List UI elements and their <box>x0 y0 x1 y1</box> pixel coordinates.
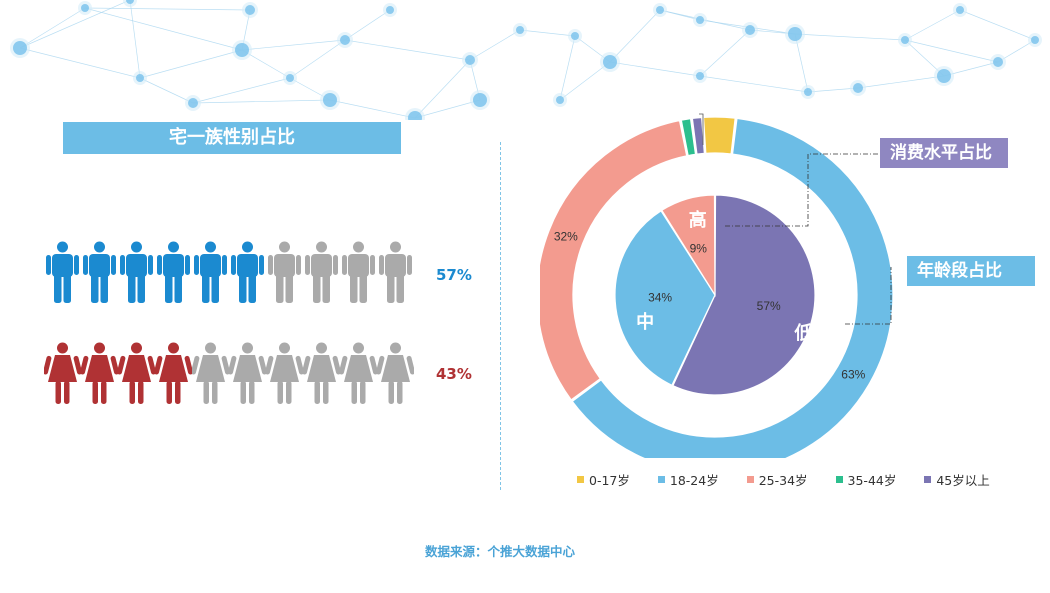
male-person-icon <box>83 241 116 303</box>
age-label-4: 1% <box>649 108 667 110</box>
consumption-level-tag: 消费水平占比 <box>880 138 1008 168</box>
legend-item-4: 35-44岁 <box>835 470 897 489</box>
consumption-category-1: 高 <box>689 209 707 230</box>
consumption-pie-slice-2 <box>614 210 716 387</box>
data-source-note: 数据来源：个推大数据中心 <box>424 544 575 559</box>
network-background-decoration <box>10 0 1042 120</box>
male-figures-row <box>44 240 414 304</box>
network-lines <box>19 0 1036 119</box>
female-person-icon <box>340 342 377 404</box>
age-ring-slice-5 <box>691 116 705 155</box>
legend-label: 25-34岁 <box>758 473 808 488</box>
legend-swatch <box>746 476 754 483</box>
chart-legend: 0-17岁 18-24岁 25-34岁 35-44岁 45岁以上 <box>577 470 990 489</box>
consumption-label-2: 34% <box>648 291 672 305</box>
consumption-leader-line <box>725 153 882 227</box>
legend-label: 45岁以上 <box>936 473 990 488</box>
female-person-icon <box>44 342 81 404</box>
age-leader-line <box>845 267 892 325</box>
age-label-3: 32% <box>554 229 578 243</box>
age-ring-slice-4 <box>680 118 697 157</box>
female-percent-label: 43% <box>436 365 472 383</box>
female-person-icon <box>192 342 229 404</box>
consumption-pie-slice-3 <box>672 194 816 396</box>
age-consumption-donut-chart: 3%63%32%1%1%57%低34%中9%高 <box>540 108 894 458</box>
female-person-icon <box>377 342 414 404</box>
legend-swatch <box>577 476 584 483</box>
male-person-icon <box>194 241 227 303</box>
consumption-label-3: 57% <box>757 299 781 313</box>
female-person-icon <box>155 342 192 404</box>
male-person-icon <box>379 241 412 303</box>
legend-label: 18-24岁 <box>669 473 719 488</box>
section-divider <box>500 142 501 490</box>
consumption-label-1: 9% <box>690 242 708 256</box>
legend-item-1: 0-17岁 <box>577 470 630 489</box>
age-label-2: 63% <box>841 368 865 382</box>
legend-item-2: 18-24岁 <box>657 470 719 489</box>
female-person-icon <box>303 342 340 404</box>
legend-swatch <box>657 476 665 483</box>
consumption-category-3: 低 <box>793 322 812 343</box>
age-ring-slice-1 <box>702 116 736 155</box>
male-person-icon <box>157 241 190 303</box>
legend-swatch <box>835 476 843 483</box>
female-person-icon <box>81 342 118 404</box>
age-ring-slice-3 <box>540 119 688 401</box>
male-percent-label: 57% <box>436 266 472 284</box>
age-ring-slice-2 <box>571 117 894 458</box>
consumption-pie-slice-1 <box>661 194 716 298</box>
network-nodes <box>10 0 1042 120</box>
consumption-category-2: 中 <box>636 311 654 332</box>
legend-label: 0-17岁 <box>589 473 630 488</box>
gender-ratio-title: 宅一族性别占比 <box>63 122 401 154</box>
female-person-icon <box>229 342 266 404</box>
female-person-icon <box>118 342 155 404</box>
legend-item-5: 45岁以上 <box>924 470 990 489</box>
male-person-icon <box>342 241 375 303</box>
female-figures-row <box>44 341 414 405</box>
legend-item-3: 25-34岁 <box>746 470 808 489</box>
female-person-icon <box>266 342 303 404</box>
male-person-icon <box>305 241 338 303</box>
legend-label: 35-44岁 <box>847 473 897 488</box>
small-slice-leader-line <box>699 113 704 145</box>
age-group-tag: 年龄段占比 <box>907 256 1035 286</box>
male-person-icon <box>231 241 264 303</box>
male-person-icon <box>268 241 301 303</box>
legend-swatch <box>924 476 932 483</box>
male-person-icon <box>46 241 79 303</box>
male-person-icon <box>120 241 153 303</box>
